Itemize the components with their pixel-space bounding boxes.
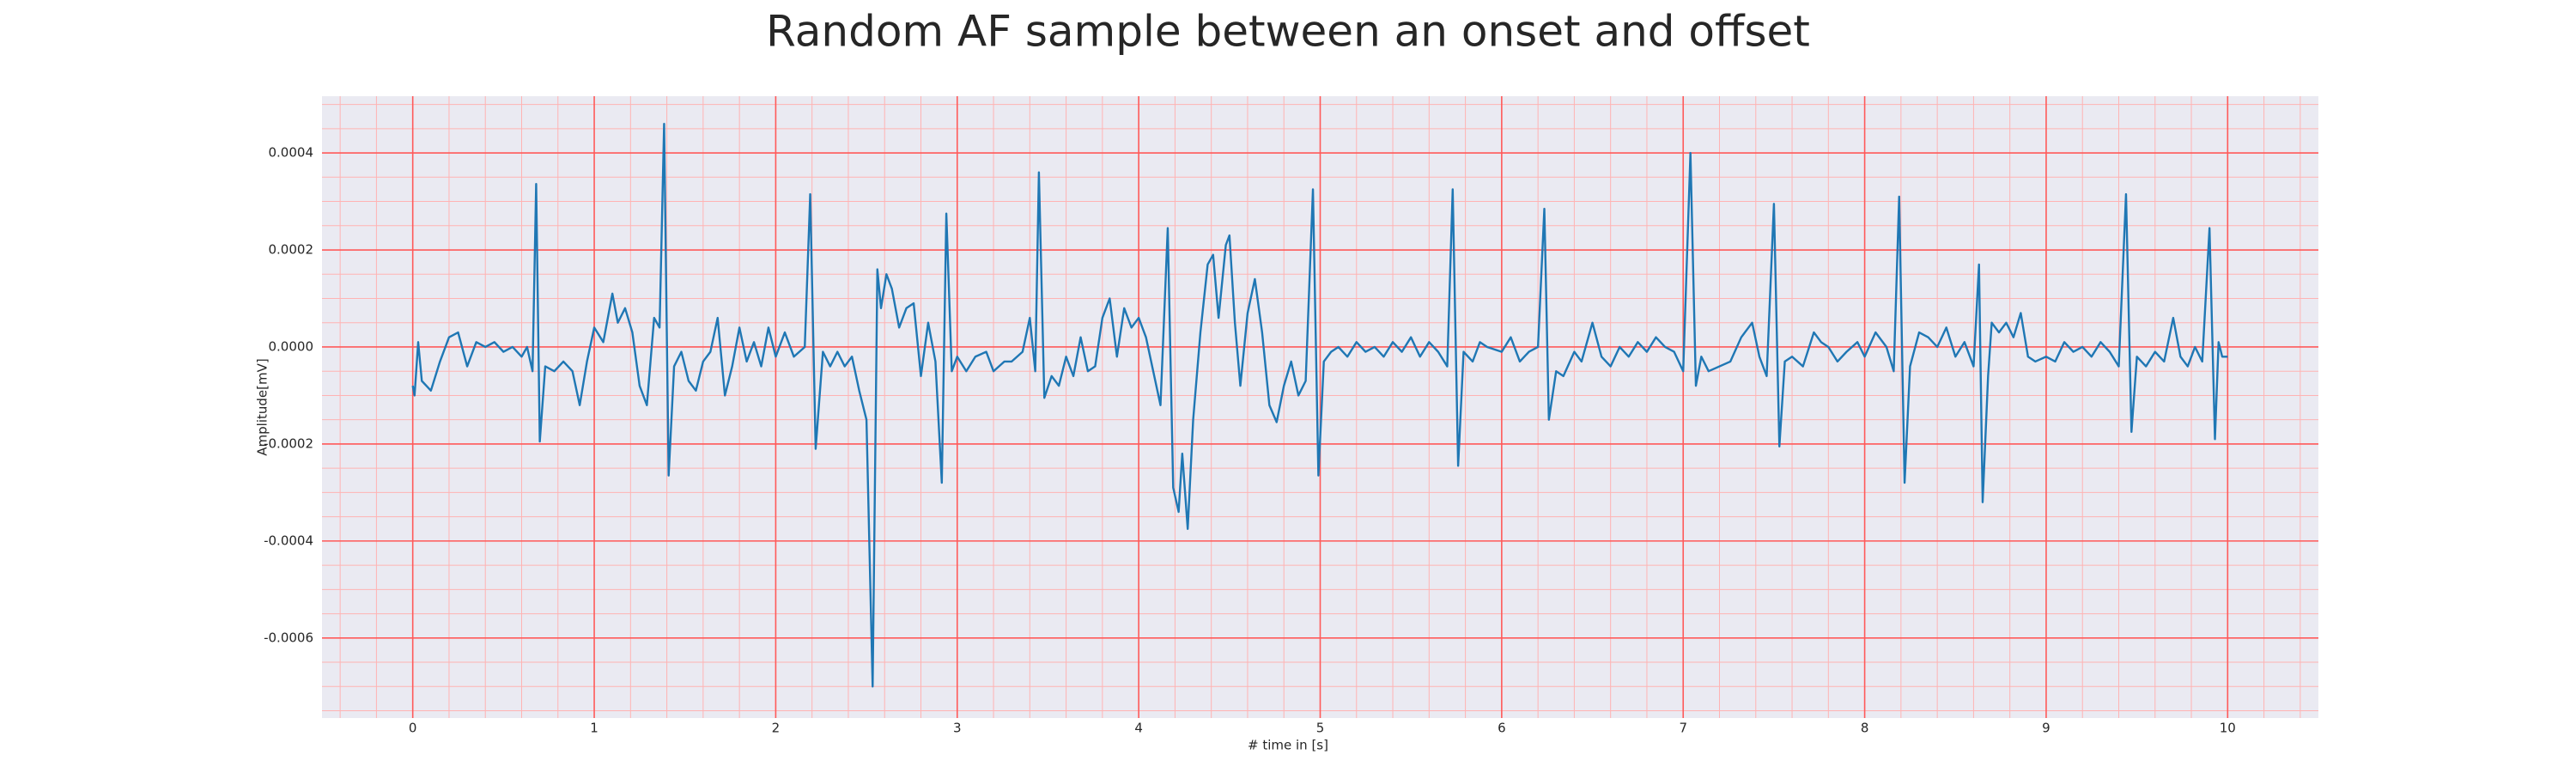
x-tick-label: 6	[1498, 721, 1506, 736]
x-tick-label: 0	[409, 721, 417, 736]
y-tick-label: -0.0004	[264, 533, 313, 548]
x-tick-label: 5	[1316, 721, 1325, 736]
x-tick-label: 4	[1134, 721, 1143, 736]
x-tick-label: 7	[1679, 721, 1687, 736]
x-axis-label: # time in [s]	[1248, 738, 1328, 753]
y-tick-label: 0.0000	[269, 338, 314, 354]
x-tick-label: 9	[2042, 721, 2050, 736]
x-tick-label: 1	[590, 721, 598, 736]
x-tick-label: 2	[772, 721, 781, 736]
x-tick-label: 3	[953, 721, 962, 736]
signal-line	[411, 122, 2228, 688]
y-tick-label: -0.0006	[264, 630, 313, 645]
y-tick-label: -0.0002	[264, 435, 313, 451]
y-tick-label: 0.0004	[269, 145, 314, 161]
x-tick-label: 8	[1861, 721, 1869, 736]
x-tick-label: 10	[2220, 721, 2236, 736]
y-axis-label: Amplitude[mV]	[255, 358, 270, 455]
y-tick-label: 0.0002	[269, 242, 314, 258]
chart-title: Random AF sample between an onset and of…	[766, 7, 1810, 57]
